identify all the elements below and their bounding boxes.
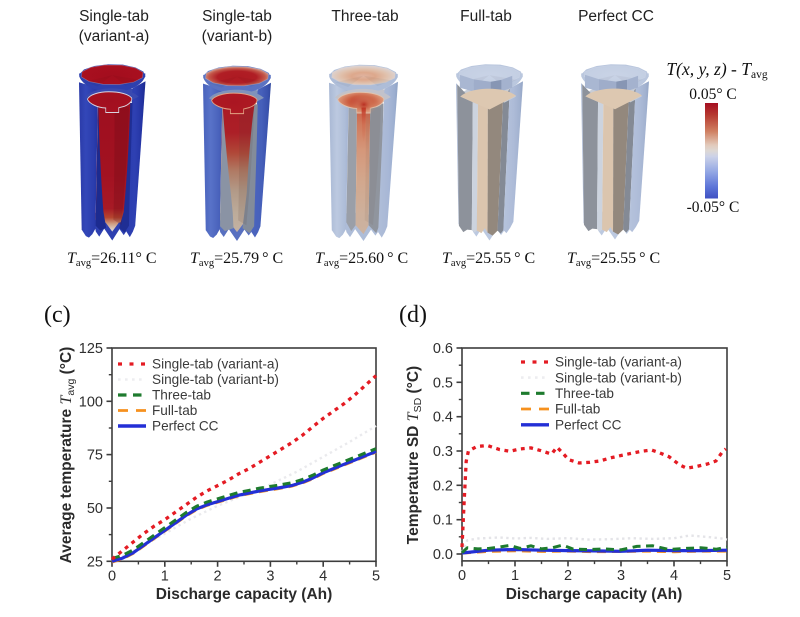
svg-text:Single-tab (variant-a): Single-tab (variant-a): [152, 357, 279, 372]
svg-text:(c): (c): [44, 302, 71, 328]
svg-text:0: 0: [108, 568, 116, 584]
svg-text:0.4: 0.4: [433, 410, 453, 426]
svg-text:(d): (d): [399, 302, 427, 328]
svg-text:0.0: 0.0: [433, 547, 453, 563]
svg-text:50: 50: [87, 501, 103, 517]
svg-text:Perfect CC: Perfect CC: [152, 419, 219, 434]
svg-text:5: 5: [723, 568, 731, 584]
svg-text:Full-tab: Full-tab: [555, 402, 600, 417]
svg-text:0.2: 0.2: [433, 478, 453, 494]
svg-text:Tavg=25.55 ° C: Tavg=25.55 ° C: [442, 250, 535, 269]
svg-text:0.5: 0.5: [433, 375, 453, 391]
svg-text:Full-tab: Full-tab: [152, 403, 197, 418]
svg-text:Perfect CC: Perfect CC: [578, 8, 654, 25]
svg-text:3: 3: [266, 568, 274, 584]
svg-text:Single-tab (variant-b): Single-tab (variant-b): [555, 370, 682, 385]
svg-text:0: 0: [458, 568, 466, 584]
svg-text:2: 2: [214, 568, 222, 584]
svg-text:3: 3: [617, 568, 625, 584]
svg-text:2: 2: [564, 568, 572, 584]
svg-text:Perfect CC: Perfect CC: [555, 418, 622, 433]
svg-text:Full-tab: Full-tab: [460, 8, 512, 25]
svg-text:4: 4: [670, 568, 678, 584]
svg-text:Tavg=25.79 ° C: Tavg=25.79 ° C: [190, 250, 283, 269]
svg-text:Tavg=26.11° C: Tavg=26.11° C: [67, 250, 157, 269]
svg-text:1: 1: [161, 568, 169, 584]
svg-text:Single-tab: Single-tab: [202, 8, 272, 25]
svg-text:(variant-a): (variant-a): [79, 28, 150, 45]
svg-text:0.05° C: 0.05° C: [689, 86, 737, 103]
svg-text:Average temperature Tavg (°C): Average temperature Tavg (°C): [58, 347, 77, 564]
svg-text:25: 25: [87, 554, 103, 570]
svg-text:125: 125: [79, 341, 103, 357]
svg-text:4: 4: [319, 568, 327, 584]
svg-text:0.6: 0.6: [433, 341, 453, 357]
svg-text:Temperature SD TSD (°C): Temperature SD TSD (°C): [405, 366, 424, 544]
svg-text:T(x, y, z) - Tavg: T(x, y, z) - Tavg: [666, 59, 767, 81]
svg-text:0.3: 0.3: [433, 444, 453, 460]
svg-text:Tavg=25.55 ° C: Tavg=25.55 ° C: [567, 250, 660, 269]
svg-text:Three-tab: Three-tab: [331, 8, 398, 25]
svg-text:Three-tab: Three-tab: [152, 388, 211, 403]
svg-text:1: 1: [511, 568, 519, 584]
svg-text:100: 100: [79, 394, 103, 410]
svg-text:5: 5: [372, 568, 380, 584]
svg-text:Tavg=25.60 ° C: Tavg=25.60 ° C: [315, 250, 408, 269]
svg-text:-0.05° C: -0.05° C: [687, 199, 740, 216]
svg-text:75: 75: [87, 448, 103, 464]
svg-text:Single-tab (variant-a): Single-tab (variant-a): [555, 355, 682, 370]
svg-text:(variant-b): (variant-b): [202, 28, 273, 45]
svg-text:0.1: 0.1: [433, 513, 453, 529]
svg-text:Three-tab: Three-tab: [555, 386, 614, 401]
svg-text:Discharge capacity (Ah): Discharge capacity (Ah): [156, 586, 333, 603]
svg-text:Discharge capacity (Ah): Discharge capacity (Ah): [506, 586, 683, 603]
svg-text:Single-tab: Single-tab: [79, 8, 149, 25]
svg-text:Single-tab (variant-b): Single-tab (variant-b): [152, 372, 279, 387]
